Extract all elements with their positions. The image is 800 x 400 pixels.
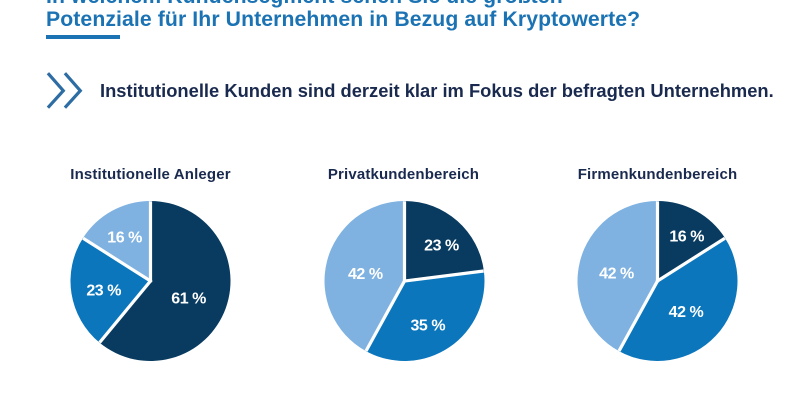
svg-text:35 %: 35 % [410, 318, 445, 335]
svg-text:23 %: 23 % [424, 238, 459, 255]
svg-text:42 %: 42 % [599, 266, 634, 283]
svg-text:16 %: 16 % [669, 228, 704, 245]
svg-text:61 %: 61 % [171, 290, 206, 307]
svg-text:42 %: 42 % [669, 304, 704, 321]
svg-text:16 %: 16 % [107, 230, 142, 247]
svg-text:23 %: 23 % [86, 282, 121, 299]
svg-text:42 %: 42 % [348, 266, 383, 283]
